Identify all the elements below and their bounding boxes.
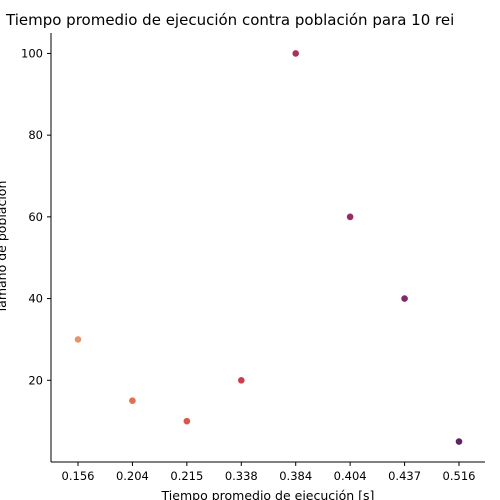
y-tick-label: 40 [28,292,43,306]
x-tick-label: 0.437 [388,469,421,483]
x-axis: 0.156 0.204 0.215 0.338 0.384 0.404 0.437 0.516 [51,461,485,483]
x-tick-label: 0.338 [225,469,258,483]
y-tick-label: 80 [28,128,43,142]
data-point [74,336,82,343]
data-point [237,376,245,384]
x-tick-label: 0.384 [279,469,312,483]
x-tick-label: 0.156 [62,469,95,483]
data-point [455,438,463,445]
data-point [292,50,300,57]
y-axis-label: Tamaño de población [0,181,9,315]
y-tick-label: 100 [21,46,43,60]
data-point [346,213,354,221]
chart-title: Tiempo promedio de ejecución contra pobl… [5,11,454,29]
data-point [183,417,191,425]
data-point [129,397,136,405]
x-axis-label: Tiempo promedio de ejecución [s] [161,488,375,500]
x-tick-label: 0.204 [116,469,149,483]
x-tick-label: 0.516 [443,469,476,483]
data-points [74,50,463,445]
x-tick-label: 0.215 [170,469,203,483]
data-point [401,295,408,302]
y-tick-label: 60 [28,210,43,224]
x-tick-label: 0.404 [334,469,367,483]
y-axis: 20 40 60 80 100 [21,33,52,462]
y-tick-label: 20 [28,373,43,387]
